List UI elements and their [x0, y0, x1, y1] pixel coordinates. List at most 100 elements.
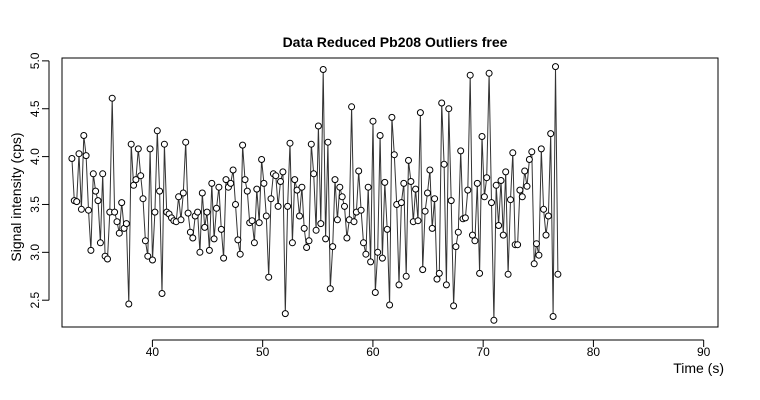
data-point — [198, 189, 206, 197]
data-point — [533, 240, 540, 248]
data-point — [265, 273, 273, 281]
data-point — [542, 231, 550, 239]
data-point — [284, 202, 292, 210]
data-point — [367, 258, 375, 266]
data-point — [364, 183, 372, 191]
data-point — [141, 237, 149, 245]
data-point — [348, 103, 356, 111]
data-point — [480, 193, 488, 201]
data-point — [464, 186, 472, 194]
data-point — [397, 199, 405, 207]
data-point — [514, 241, 522, 249]
y-tick-label: 4.0 — [28, 148, 42, 165]
chart-title: Data Reduced Pb208 Outliers free — [283, 34, 508, 50]
data-point — [452, 243, 460, 251]
data-point — [407, 178, 415, 185]
data-point — [374, 248, 382, 256]
x-axis-label: Time (s) — [673, 360, 724, 376]
data-point — [139, 195, 147, 203]
data-point — [137, 172, 145, 180]
data-point — [262, 212, 270, 220]
data-point — [502, 168, 510, 176]
data-point — [158, 290, 166, 297]
data-point — [488, 199, 495, 207]
data-point — [248, 217, 256, 225]
data-point — [492, 181, 500, 189]
data-point — [99, 170, 107, 178]
data-point — [279, 168, 287, 176]
data-point — [329, 243, 337, 251]
data-point — [485, 69, 493, 77]
data-point — [509, 149, 517, 157]
data-point — [383, 225, 391, 233]
data-point — [516, 186, 524, 194]
data-point — [229, 166, 237, 174]
data-point — [540, 205, 548, 213]
data-point — [122, 220, 130, 228]
data-point — [310, 170, 318, 178]
data-point — [450, 302, 458, 310]
data-point — [483, 174, 491, 182]
data-point — [530, 260, 538, 268]
data-point — [108, 94, 116, 102]
data-point — [82, 152, 90, 160]
data-point — [118, 199, 126, 207]
data-point — [201, 223, 209, 231]
x-tick-label: 90 — [697, 345, 711, 359]
data-point — [369, 117, 377, 125]
data-point — [291, 176, 299, 184]
data-point — [400, 179, 408, 187]
data-point — [153, 127, 161, 135]
data-point — [68, 155, 76, 162]
data-point — [338, 193, 346, 201]
data-point — [87, 246, 95, 254]
data-point — [125, 300, 133, 308]
data-point — [535, 251, 543, 259]
data-point — [442, 281, 450, 289]
data-point — [113, 218, 121, 226]
series-line — [71, 66, 559, 321]
data-point — [525, 156, 533, 163]
data-point — [182, 138, 190, 146]
data-point — [549, 313, 557, 320]
data-point — [360, 239, 367, 247]
data-point — [227, 179, 235, 187]
data-point — [473, 179, 481, 187]
y-axis: 2.5 3.0 3.5 4.0 4.5 5.0 — [28, 52, 50, 309]
data-point — [253, 185, 261, 193]
data-point — [476, 269, 484, 277]
series-layer — [68, 63, 562, 324]
data-point — [378, 254, 386, 262]
data-point — [73, 198, 81, 206]
data-point — [286, 139, 294, 147]
data-point — [208, 179, 216, 187]
data-point — [104, 255, 111, 263]
data-point — [504, 270, 512, 278]
data-point — [390, 151, 398, 159]
data-point — [554, 270, 562, 278]
data-point — [547, 130, 555, 138]
data-point — [77, 205, 85, 213]
data-point — [433, 275, 441, 283]
data-point — [341, 202, 348, 210]
data-point — [471, 237, 479, 245]
data-point — [478, 133, 486, 140]
data-point — [80, 132, 88, 139]
data-point — [419, 266, 427, 274]
data-point — [210, 235, 218, 243]
data-point — [130, 181, 138, 189]
data-point — [243, 187, 251, 195]
data-point — [552, 63, 559, 71]
data-point — [412, 185, 420, 193]
data-point — [440, 160, 448, 168]
data-point — [357, 206, 365, 214]
x-tick-label: 40 — [146, 345, 160, 359]
x-tick-label: 80 — [587, 345, 601, 359]
data-point — [111, 208, 119, 216]
data-point — [215, 183, 223, 191]
data-point — [528, 148, 536, 156]
data-point — [350, 218, 358, 226]
data-point — [312, 226, 320, 234]
data-point — [416, 109, 424, 117]
